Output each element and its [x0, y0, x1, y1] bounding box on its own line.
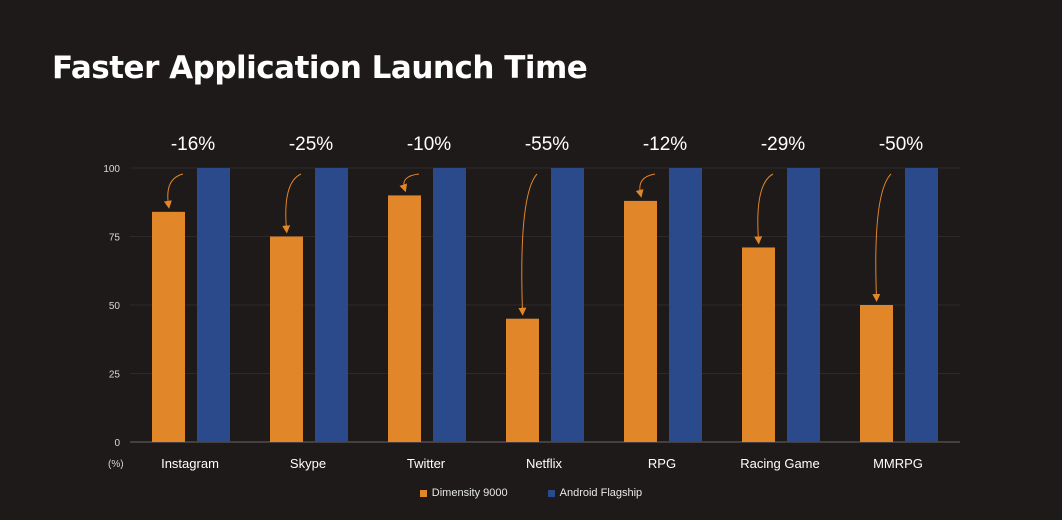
bar-dimensity-9000 [860, 305, 893, 442]
percent-annotation: -25% [289, 134, 333, 155]
percent-annotation: -55% [525, 134, 569, 155]
x-tick-label: Twitter [407, 456, 446, 471]
x-tick-label: RPG [648, 456, 676, 471]
reduction-arrow [163, 173, 184, 209]
x-tick-label: Netflix [526, 456, 563, 471]
chart-legend: Dimensity 9000 Android Flagship [0, 487, 1062, 499]
reduction-arrow [399, 173, 420, 193]
percent-annotation: -16% [171, 134, 215, 155]
x-tick-label: Racing Game [740, 456, 819, 471]
bar-android-flagship [787, 168, 820, 442]
y-axis-label: (%) [108, 459, 124, 470]
bar-android-flagship [433, 168, 466, 442]
reduction-arrow [282, 173, 302, 234]
bar-android-flagship [669, 168, 702, 442]
y-tick-label: 0 [114, 438, 120, 449]
legend-item-android: Android Flagship [547, 487, 643, 499]
x-tick-label: MMRPG [873, 456, 923, 471]
bar-dimensity-9000 [506, 318, 539, 442]
bar-dimensity-9000 [742, 247, 775, 442]
bar-android-flagship [315, 168, 348, 442]
y-tick-label: 50 [109, 301, 121, 312]
bar-dimensity-9000 [270, 236, 303, 442]
x-tick-label: Instagram [161, 456, 219, 471]
bar-dimensity-9000 [152, 211, 185, 442]
y-tick-label: 75 [109, 233, 121, 244]
bar-android-flagship [551, 168, 584, 442]
percent-annotation: -10% [407, 134, 451, 155]
x-tick-label: Skype [290, 456, 326, 471]
legend-swatch-android [547, 489, 555, 497]
legend-swatch-dimensity [419, 489, 427, 497]
reduction-arrow [635, 173, 656, 198]
chart-title: Faster Application Launch Time [52, 50, 588, 86]
reduction-arrow [754, 173, 774, 245]
bar-android-flagship [197, 168, 230, 442]
percent-annotation: -12% [643, 134, 687, 155]
y-tick-label: 25 [109, 370, 121, 381]
legend-item-dimensity: Dimensity 9000 [419, 487, 508, 499]
bar-dimensity-9000 [388, 195, 421, 442]
percent-annotation: -29% [761, 134, 805, 155]
percent-annotation: -50% [879, 134, 923, 155]
y-tick-label: 100 [103, 164, 120, 175]
reduction-arrow [518, 173, 538, 316]
bar-android-flagship [905, 168, 938, 442]
legend-label-android: Android Flagship [559, 487, 643, 499]
legend-label-dimensity: Dimensity 9000 [431, 487, 508, 499]
reduction-arrow [872, 173, 892, 302]
bar-dimensity-9000 [624, 200, 657, 442]
